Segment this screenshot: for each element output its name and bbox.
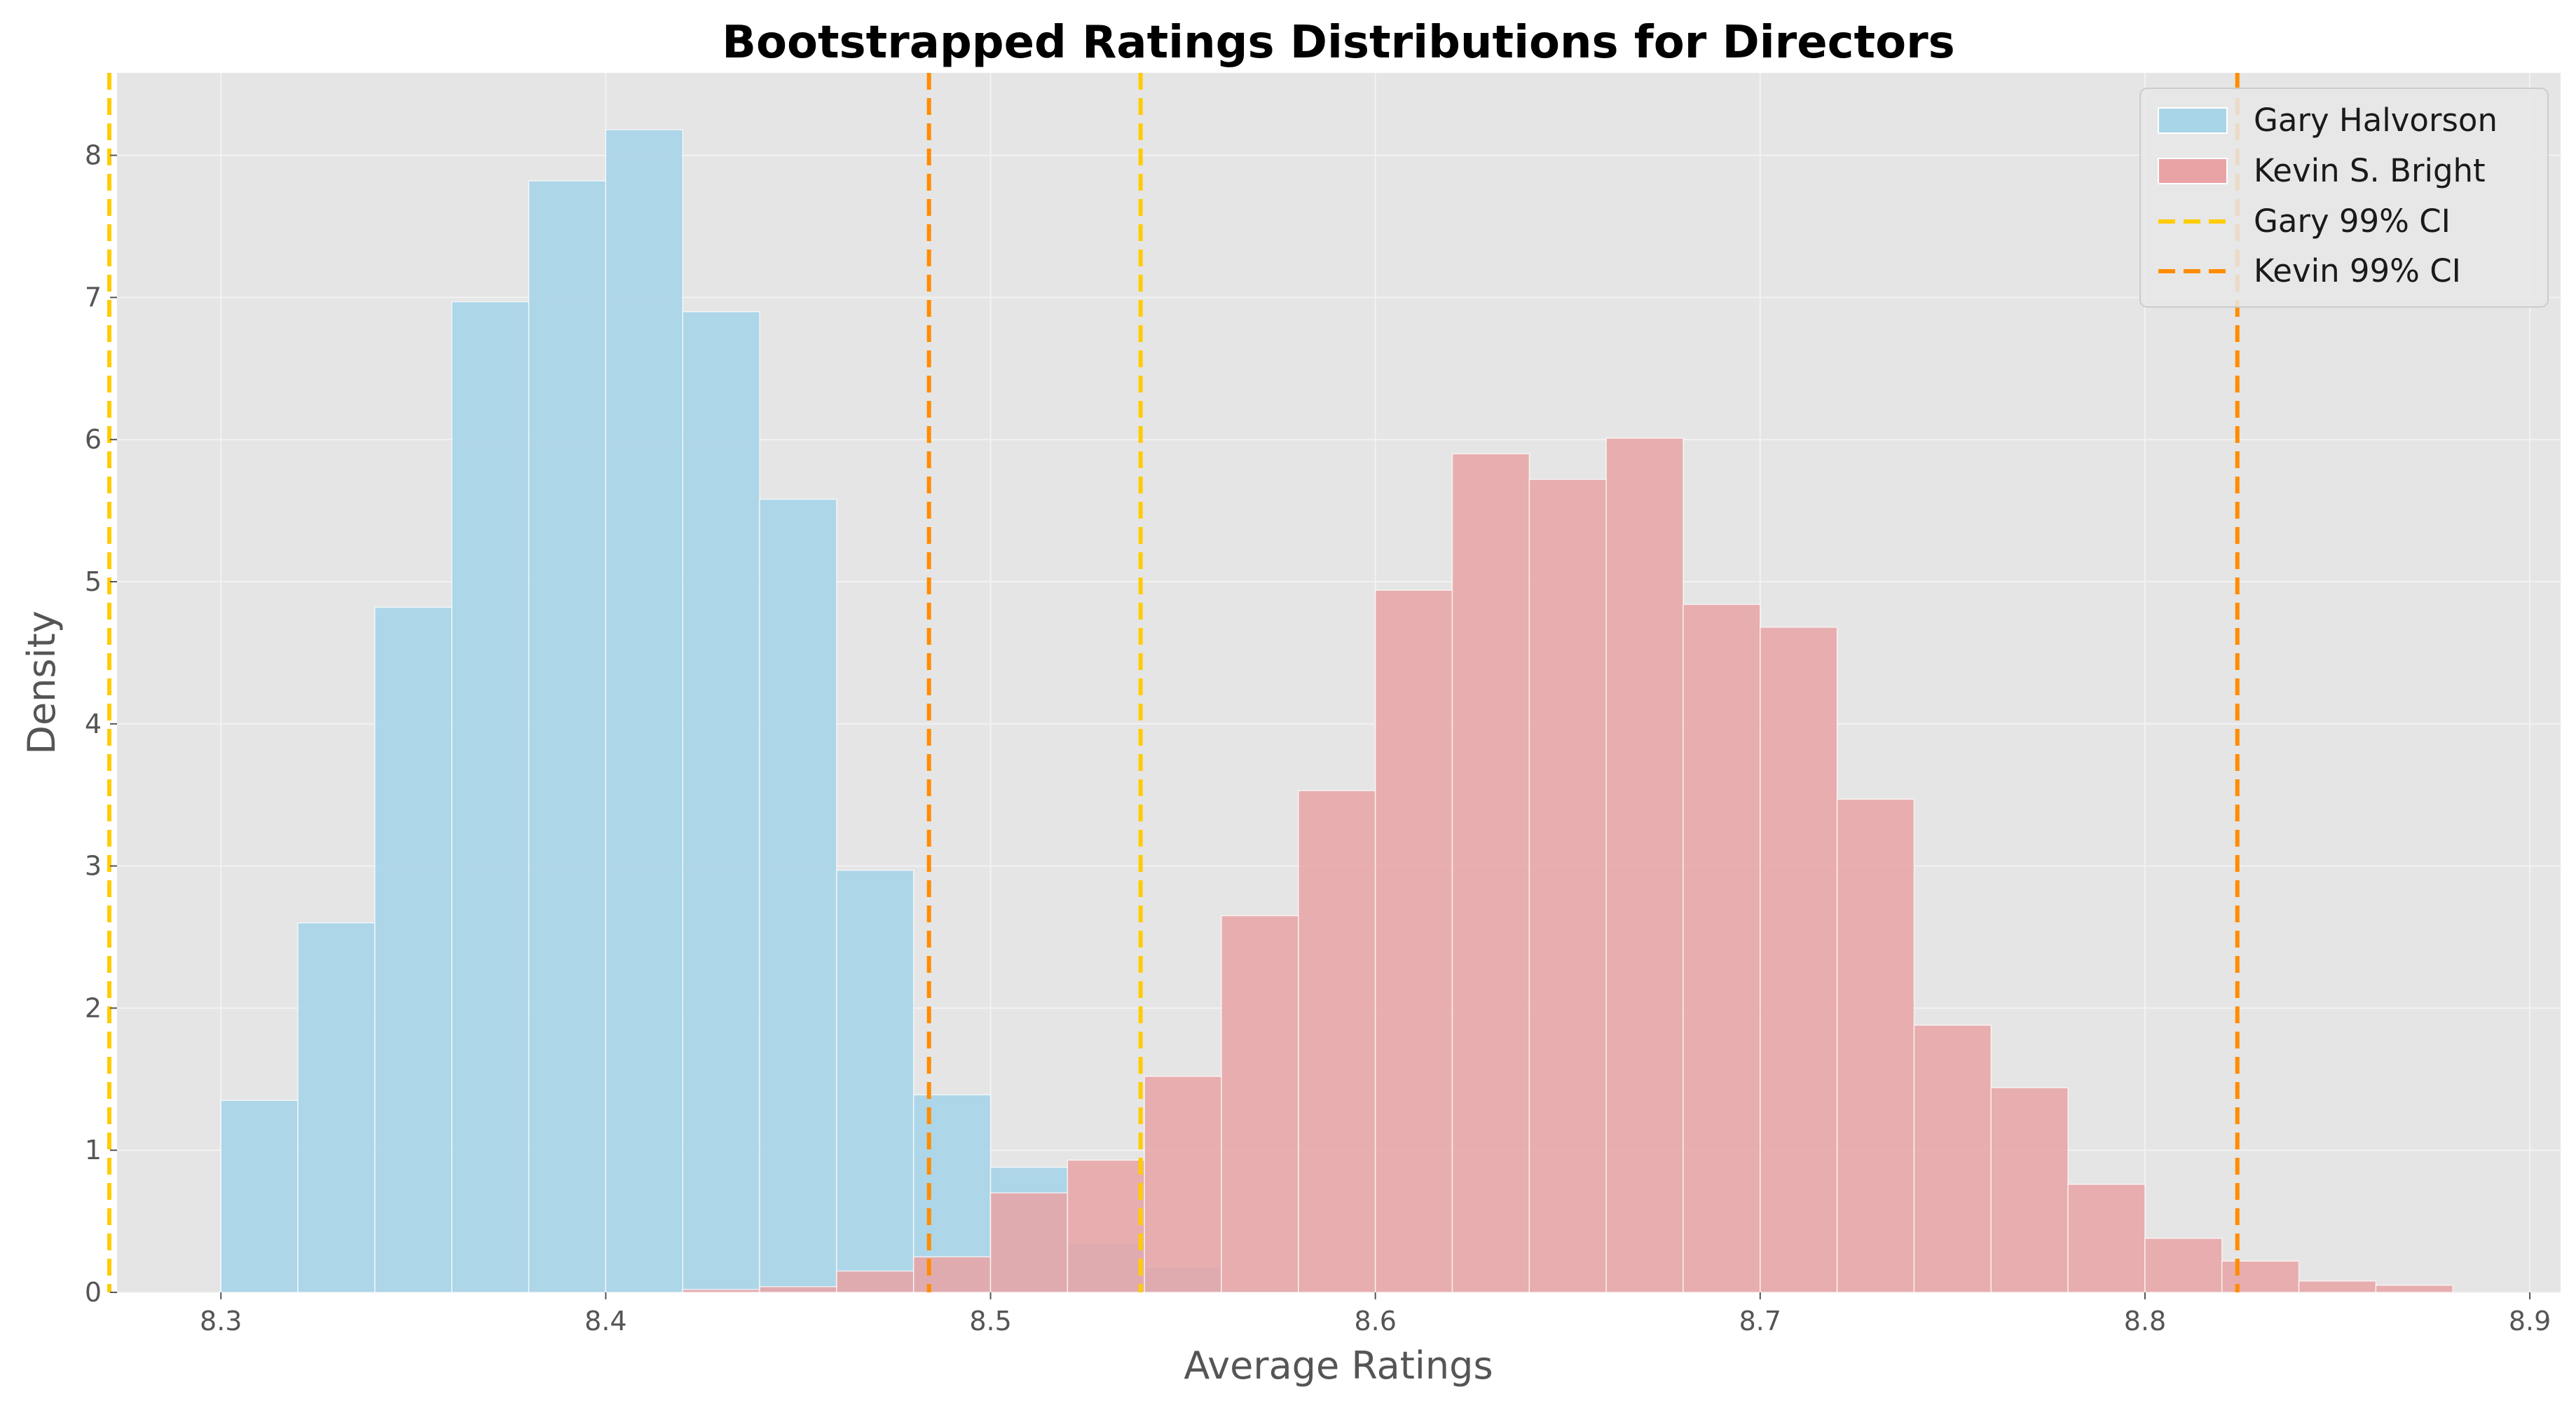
bar-series1-bin3: [912, 1256, 992, 1293]
chart-title: Bootstrapped Ratings Distributions for D…: [722, 17, 1955, 69]
y-tick-label-8: 8: [85, 140, 102, 171]
y-tick-label-6: 6: [85, 424, 102, 455]
bar-series1-bin12: [1605, 437, 1684, 1293]
bar-series0-bin8: [836, 869, 914, 1293]
x-tick-label-5: 8.8: [2124, 1306, 2166, 1337]
bar-series1-bin17: [1990, 1087, 2069, 1293]
bar-series0-bin5: [605, 129, 683, 1293]
bar-series1-bin20: [2221, 1260, 2300, 1293]
y-tick-label-3: 3: [85, 851, 102, 882]
bar-series0-bin0: [220, 1100, 299, 1293]
y-tick-label-1: 1: [85, 1135, 102, 1166]
bar-series0-bin7: [759, 498, 837, 1293]
legend-frame: [2139, 88, 2549, 308]
bar-series1-bin9: [1374, 589, 1453, 1293]
y-tick-label-2: 2: [85, 992, 102, 1023]
x-tick-label-0: 8.3: [200, 1306, 242, 1337]
bar-series1-bin21: [2298, 1280, 2377, 1293]
bar-series1-bin14: [1760, 627, 1838, 1293]
bar-series1-bin5: [1067, 1159, 1145, 1293]
bar-series1-bin16: [1913, 1024, 1992, 1293]
legend-label-gary-ci: Gary 99% CI: [2254, 203, 2451, 240]
bar-series1-bin18: [2067, 1184, 2146, 1293]
x-tick-label-4: 8.7: [1739, 1306, 1781, 1337]
legend-label-kevin: Kevin S. Bright: [2254, 152, 2486, 189]
bar-series1-bin15: [1836, 798, 1915, 1293]
x-tick-label-6: 8.9: [2509, 1306, 2551, 1337]
legend-swatch-kevin: [2158, 158, 2228, 184]
x-axis-label: Average Ratings: [1184, 1344, 1493, 1388]
bar-series1-bin6: [1144, 1075, 1222, 1293]
legend: Gary Halvorson Kevin S. Bright Gary 99% …: [2139, 88, 2549, 308]
histogram-bars: [220, 129, 2453, 1293]
x-tick-label-3: 8.6: [1354, 1306, 1396, 1337]
bar-series1-bin8: [1298, 790, 1376, 1293]
bar-series1-bin2: [836, 1270, 914, 1293]
bar-series1-bin7: [1221, 915, 1299, 1293]
y-tick-label-0: 0: [85, 1277, 102, 1308]
bar-series1-bin13: [1683, 603, 1761, 1293]
axis-ticks: 8.3 8.4 8.5 8.6 8.7 8.8 8.9 0 1 2 3 4 5 6 7 8: [85, 140, 2551, 1337]
bar-series0-bin3: [451, 301, 530, 1293]
x-tick-label-2: 8.5: [969, 1306, 1011, 1337]
legend-label-gary: Gary Halvorson: [2254, 102, 2498, 139]
bar-series0-bin2: [374, 606, 453, 1293]
bar-series1-bin10: [1451, 453, 1530, 1293]
y-axis-label: Density: [20, 610, 64, 754]
bar-series1-bin4: [989, 1192, 1069, 1293]
legend-swatch-gary: [2158, 107, 2228, 134]
x-tick-label-1: 8.4: [584, 1306, 626, 1337]
y-tick-label-7: 7: [85, 282, 102, 313]
y-tick-label-4: 4: [85, 709, 102, 739]
bar-series1-bin22: [2375, 1285, 2453, 1293]
bar-series1-bin0: [682, 1289, 760, 1293]
bar-series1-bin19: [2144, 1238, 2223, 1293]
bar-series0-bin4: [528, 180, 607, 1293]
bar-series1-bin1: [759, 1286, 837, 1293]
bar-series1-bin11: [1528, 479, 1607, 1293]
bar-series0-bin1: [297, 922, 376, 1293]
y-tick-label-5: 5: [85, 566, 102, 597]
legend-label-kevin-ci: Kevin 99% CI: [2254, 252, 2461, 289]
bar-series0-bin6: [682, 310, 760, 1293]
